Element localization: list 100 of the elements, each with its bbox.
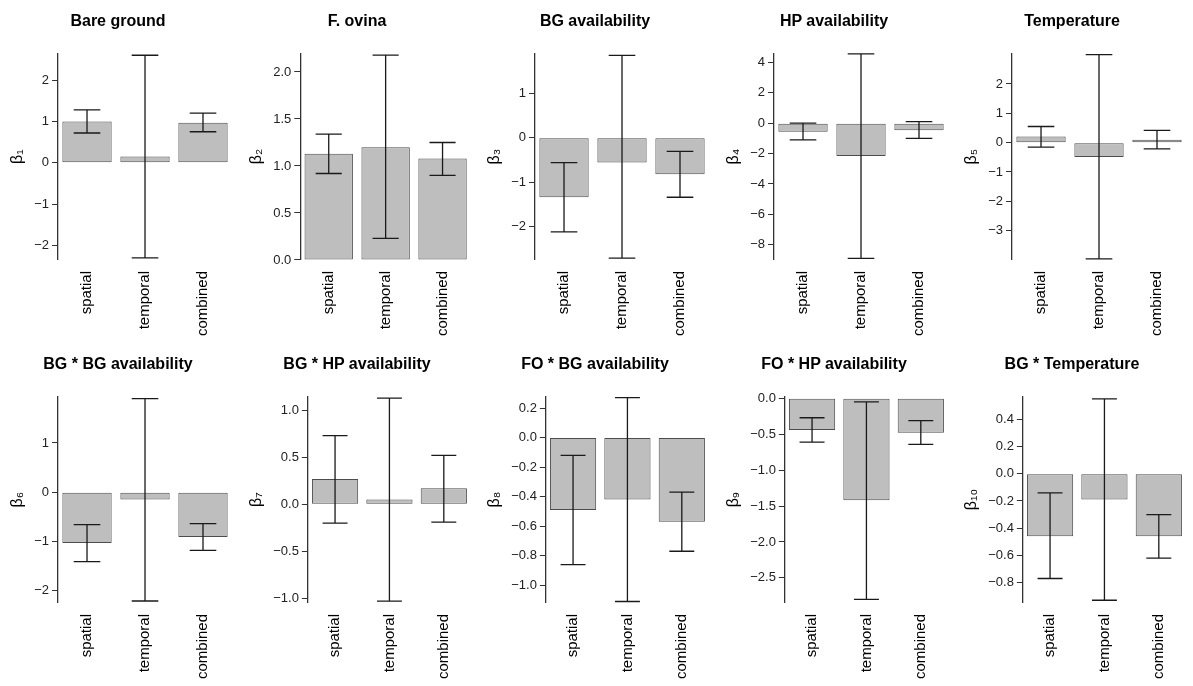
- x-tick-label: spatial: [801, 613, 819, 658]
- y-tick-label: −1: [988, 163, 1004, 179]
- y-tick-label: 0: [41, 483, 50, 499]
- y-tick-label: −2.0: [749, 533, 776, 549]
- chart-title: BG * Temperature: [1004, 355, 1140, 373]
- chart-title: FO * BG availability: [521, 355, 670, 373]
- y-tick-label: 1: [996, 104, 1004, 120]
- x-tick-label: temporal: [856, 613, 874, 673]
- x-tick-label: temporal: [135, 270, 153, 330]
- y-tick-label: 2: [41, 71, 50, 87]
- x-tick-label: combined: [193, 270, 211, 337]
- y-tick-label: −1.0: [272, 589, 299, 605]
- y-tick-label: −4: [749, 175, 765, 191]
- y-axis-title: β₃: [485, 148, 503, 165]
- y-tick-label: −3: [988, 222, 1004, 238]
- y-tick-label: −0.2: [511, 458, 538, 474]
- x-tick-label: spatial: [792, 270, 810, 315]
- x-tick-label: spatial: [318, 270, 336, 315]
- x-tick-label: combined: [1149, 613, 1167, 680]
- y-tick-label: 0.2: [996, 438, 1015, 454]
- x-tick-label: spatial: [1031, 270, 1049, 315]
- x-tick-label: temporal: [135, 613, 153, 673]
- y-axis-title: β₄: [723, 148, 741, 165]
- x-tick-label: combined: [910, 613, 928, 680]
- y-tick-label: −1: [34, 195, 50, 211]
- y-tick-label: 0.0: [518, 429, 538, 445]
- y-tick-label: 1.5: [272, 110, 291, 126]
- y-tick-label: −1: [511, 173, 527, 189]
- x-tick-label: combined: [193, 613, 211, 680]
- y-tick-label: −0.5: [749, 425, 776, 441]
- y-tick-label: −1.0: [749, 461, 776, 477]
- chart-title: BG * HP availability: [282, 355, 431, 373]
- y-tick-label: 0: [518, 129, 527, 145]
- y-tick-label: −1.0: [511, 576, 538, 592]
- x-tick-label: combined: [670, 270, 688, 337]
- x-tick-label: spatial: [324, 613, 342, 658]
- y-tick-label: 0: [996, 134, 1004, 150]
- y-axis-title: β₆: [8, 491, 26, 508]
- y-tick-label: −2.5: [749, 569, 776, 585]
- y-axis-title: β₈: [485, 491, 503, 508]
- y-axis-title: β₂: [246, 148, 264, 165]
- y-tick-label: 2: [757, 84, 765, 100]
- x-tick-label: spatial: [77, 613, 95, 658]
- y-tick-label: −0.2: [988, 492, 1015, 508]
- y-tick-label: −1.5: [749, 497, 776, 513]
- y-tick-label: 1: [41, 113, 50, 129]
- x-tick-label: temporal: [379, 613, 397, 673]
- y-tick-label: −0.6: [988, 546, 1015, 562]
- x-tick-label: combined: [433, 613, 451, 680]
- chart-title: HP availability: [779, 12, 888, 30]
- y-axis-title: β₇: [246, 492, 264, 507]
- y-tick-label: 0.5: [272, 204, 291, 220]
- y-axis-title: β₁: [8, 149, 26, 164]
- y-tick-label: 0.2: [518, 399, 538, 415]
- y-tick-label: −2: [34, 237, 50, 253]
- y-tick-label: −0.4: [988, 519, 1015, 535]
- y-tick-label: 2: [996, 75, 1004, 91]
- chart-title: FO * HP availability: [761, 355, 907, 373]
- y-tick-label: 1: [518, 84, 527, 100]
- y-tick-label: −6: [749, 205, 765, 221]
- y-tick-label: −8: [749, 236, 765, 252]
- chart-title: BG * BG availability: [43, 355, 193, 373]
- y-tick-label: −2: [34, 582, 50, 598]
- x-tick-label: spatial: [563, 613, 581, 658]
- y-tick-label: 4: [757, 53, 765, 69]
- y-tick-label: 0.0: [757, 389, 776, 405]
- chart-title: Bare ground: [70, 12, 166, 30]
- x-tick-label: combined: [1147, 270, 1165, 337]
- x-tick-label: combined: [908, 270, 926, 337]
- x-tick-label: temporal: [375, 270, 393, 330]
- y-tick-label: −0.6: [511, 517, 538, 533]
- y-tick-label: 0.0: [272, 251, 291, 267]
- y-tick-label: 0.0: [280, 495, 299, 511]
- y-tick-label: 1: [41, 434, 50, 450]
- y-tick-label: 1.0: [272, 157, 291, 173]
- y-tick-label: −0.8: [511, 547, 538, 563]
- y-tick-label: 1.0: [280, 401, 299, 417]
- y-tick-label: −0.8: [988, 574, 1015, 590]
- y-tick-label: 0: [41, 154, 50, 170]
- chart-title: Temperature: [1024, 12, 1121, 30]
- x-tick-label: spatial: [554, 270, 572, 315]
- y-axis-title: β₁₀: [962, 488, 980, 511]
- y-tick-label: −2: [988, 192, 1004, 208]
- x-tick-label: temporal: [617, 613, 635, 673]
- x-tick-label: temporal: [850, 270, 868, 330]
- x-tick-label: temporal: [1089, 270, 1107, 330]
- x-tick-label: combined: [432, 270, 450, 337]
- y-tick-label: −2: [511, 218, 527, 234]
- y-tick-label: −1: [34, 533, 50, 548]
- y-tick-label: −2: [749, 145, 765, 161]
- x-tick-label: temporal: [1094, 613, 1112, 673]
- y-tick-label: 0: [757, 114, 765, 130]
- y-tick-label: 0.0: [996, 465, 1015, 481]
- y-axis-title: β₅: [962, 148, 980, 165]
- y-tick-label: 0.5: [280, 448, 299, 464]
- x-tick-label: spatial: [1040, 613, 1058, 658]
- y-tick-label: −0.4: [511, 488, 538, 504]
- chart-title: BG availability: [540, 12, 651, 30]
- y-tick-label: −0.5: [272, 542, 299, 558]
- x-tick-label: spatial: [77, 270, 95, 315]
